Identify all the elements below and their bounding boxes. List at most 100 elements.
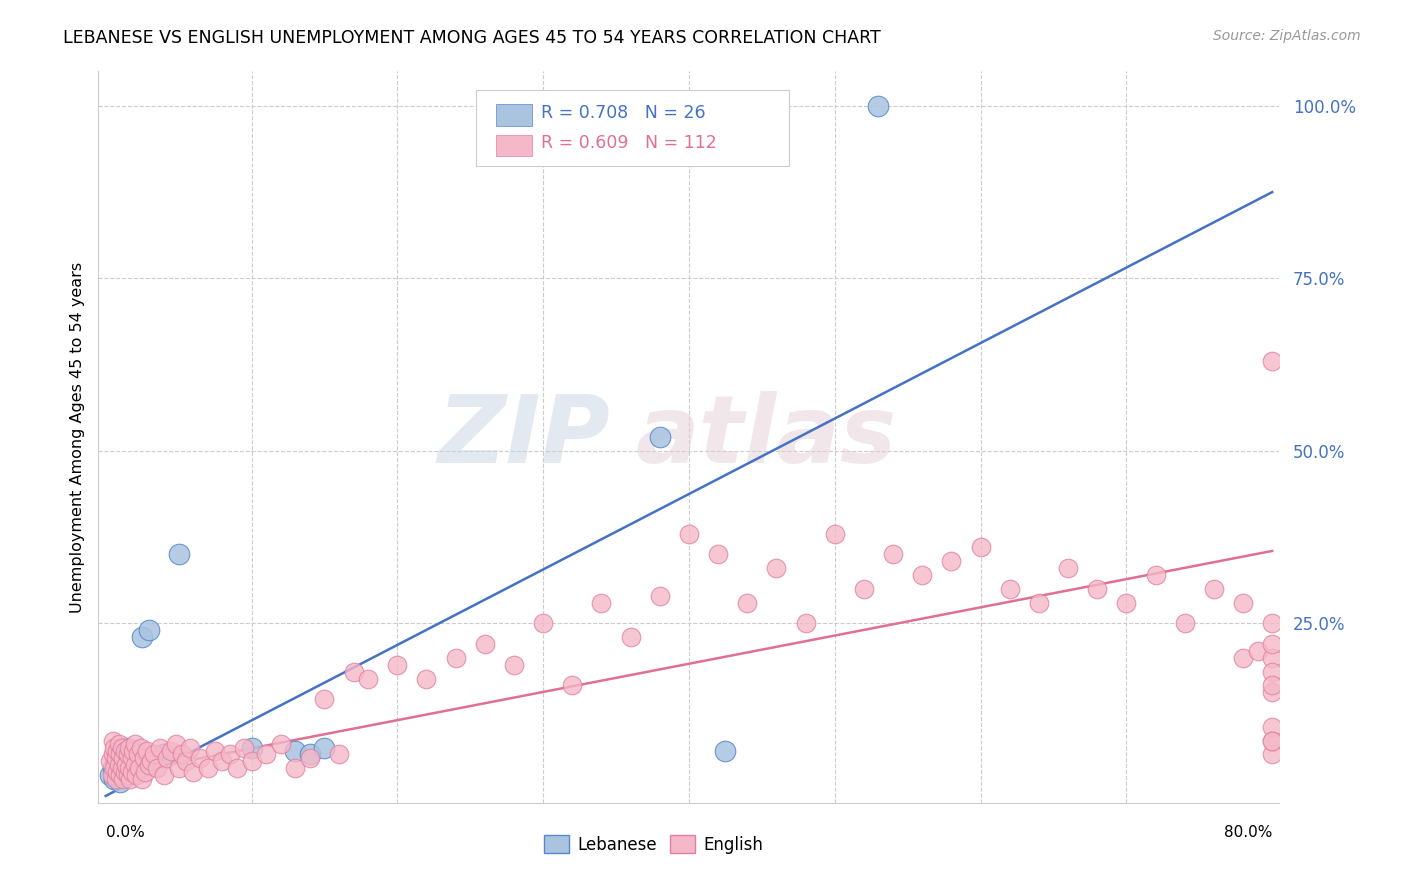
Point [254,747,277,762]
Point [127,755,149,769]
Point [678,526,700,541]
Point [1261,678,1284,692]
Point [103,761,125,775]
Point [298,751,321,765]
Point [138,624,160,638]
Point [1144,568,1167,582]
Legend: Lebanese, English: Lebanese, English [537,829,770,860]
Point [284,744,307,758]
Point [211,755,233,769]
Point [824,526,846,541]
Point [101,747,124,762]
Point [131,772,153,786]
Point [98,768,121,782]
Point [1202,582,1225,596]
Point [114,764,136,779]
Point [240,755,263,769]
Point [112,751,135,765]
Point [124,744,146,758]
Point [120,772,142,786]
Point [153,747,176,762]
Point [197,761,219,775]
Point [115,757,138,772]
Point [111,757,134,772]
Point [1261,733,1284,747]
Point [415,672,437,686]
Point [240,740,263,755]
Point [124,737,146,751]
Point [1232,596,1254,610]
Point [1261,637,1284,651]
Point [153,768,176,782]
Point [118,761,141,775]
Point [226,761,249,775]
Point [105,747,128,762]
Point [648,430,671,444]
Point [707,548,730,562]
Point [104,772,127,786]
Point [121,751,143,765]
Point [357,672,380,686]
Point [765,561,787,575]
Point [108,757,131,772]
Point [117,747,139,762]
Point [110,747,132,762]
Point [105,764,128,779]
Point [314,692,336,706]
Point [121,764,143,779]
Point [1115,596,1137,610]
Point [125,768,148,782]
Point [218,747,240,762]
Text: 80.0%: 80.0% [1223,825,1272,840]
Point [868,99,890,113]
Point [165,737,187,751]
Point [561,678,583,692]
Point [1085,582,1108,596]
Point [121,761,143,775]
Point [111,740,134,755]
Point [112,751,135,765]
Point [298,747,321,762]
Point [142,747,165,762]
Point [1028,596,1050,610]
Point [111,761,134,775]
Point [1246,644,1268,658]
Point [118,747,141,762]
Point [101,733,124,747]
Point [100,768,122,782]
Point [179,740,201,755]
Point [112,772,135,786]
Point [110,775,132,789]
Point [127,747,149,762]
Point [156,751,179,765]
Point [108,764,131,779]
Point [110,768,132,782]
Point [170,747,193,762]
Point [714,744,737,758]
Point [104,751,127,765]
Point [101,761,124,775]
Text: 0.0%: 0.0% [105,825,145,840]
Point [98,755,121,769]
Point [135,744,157,758]
Bar [496,135,531,156]
Point [104,755,127,769]
Point [794,616,817,631]
Point [114,740,136,755]
Text: atlas: atlas [636,391,897,483]
Point [103,740,125,755]
Point [117,768,139,782]
Point [103,772,125,786]
Point [941,554,963,568]
Point [174,755,197,769]
Point [591,596,613,610]
Point [124,757,146,772]
Point [1261,354,1284,368]
Point [139,755,162,769]
Point [118,740,141,755]
Point [114,744,136,758]
Point [1232,651,1254,665]
Point [1261,616,1284,631]
Point [735,596,758,610]
Y-axis label: Unemployment Among Ages 45 to 54 years: Unemployment Among Ages 45 to 54 years [69,261,84,613]
